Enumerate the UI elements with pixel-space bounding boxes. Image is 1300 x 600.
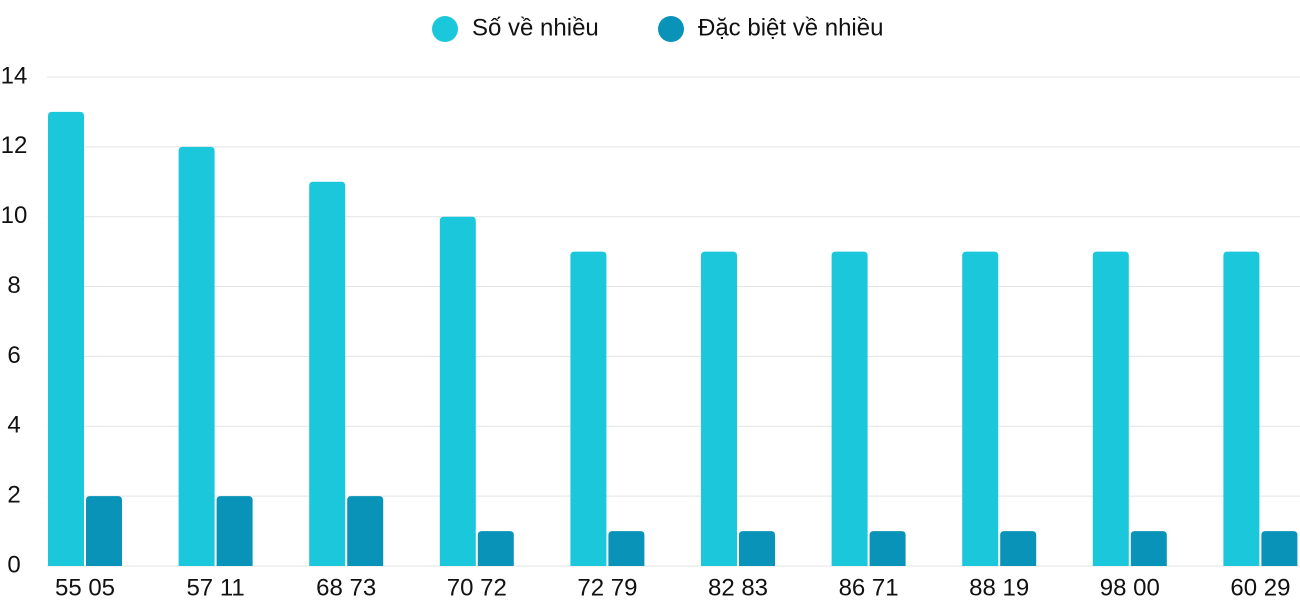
x-tick-label: 82 83	[708, 574, 768, 600]
legend-label: Đặc biệt về nhiều	[698, 14, 883, 41]
bar	[1000, 531, 1037, 566]
legend-label: Số về nhiều	[472, 14, 599, 41]
bar	[86, 496, 122, 566]
y-tick-label: 12	[1, 132, 28, 159]
legend-swatch	[658, 16, 684, 42]
x-tick-label: 68 73	[316, 574, 376, 600]
bar	[1130, 531, 1167, 566]
y-tick-label: 14	[1, 62, 28, 89]
legend-swatch	[432, 16, 458, 42]
x-tick-label: 86 71	[839, 574, 899, 600]
y-tick-label: 10	[1, 202, 28, 229]
x-tick-label: 57 11	[186, 574, 244, 600]
bar	[831, 251, 868, 566]
x-tick-label: 70 72	[447, 574, 507, 600]
bar	[701, 251, 737, 566]
bar	[1223, 251, 1260, 566]
x-tick-label: 72 79	[577, 574, 637, 600]
bar	[869, 531, 906, 566]
bar	[178, 146, 215, 566]
bar	[739, 531, 775, 566]
bar	[347, 496, 384, 566]
bar	[439, 216, 476, 566]
bar	[309, 181, 346, 567]
x-tick-label: 55 05	[55, 574, 115, 600]
bar	[962, 251, 999, 566]
bar	[608, 531, 645, 566]
y-tick-label: 4	[7, 412, 20, 439]
y-tick-label: 0	[7, 551, 20, 578]
bar	[570, 251, 607, 566]
bar	[216, 496, 253, 566]
x-tick-label: 98 00	[1100, 574, 1160, 600]
bar	[48, 111, 84, 566]
y-tick-label: 6	[7, 342, 20, 369]
bar	[1092, 251, 1129, 566]
y-tick-label: 2	[7, 481, 20, 508]
x-tick-label: 60 29	[1230, 574, 1290, 600]
bar	[1261, 531, 1298, 566]
bar	[477, 531, 514, 566]
y-tick-label: 8	[7, 272, 20, 299]
x-tick-label: 88 19	[969, 574, 1029, 600]
